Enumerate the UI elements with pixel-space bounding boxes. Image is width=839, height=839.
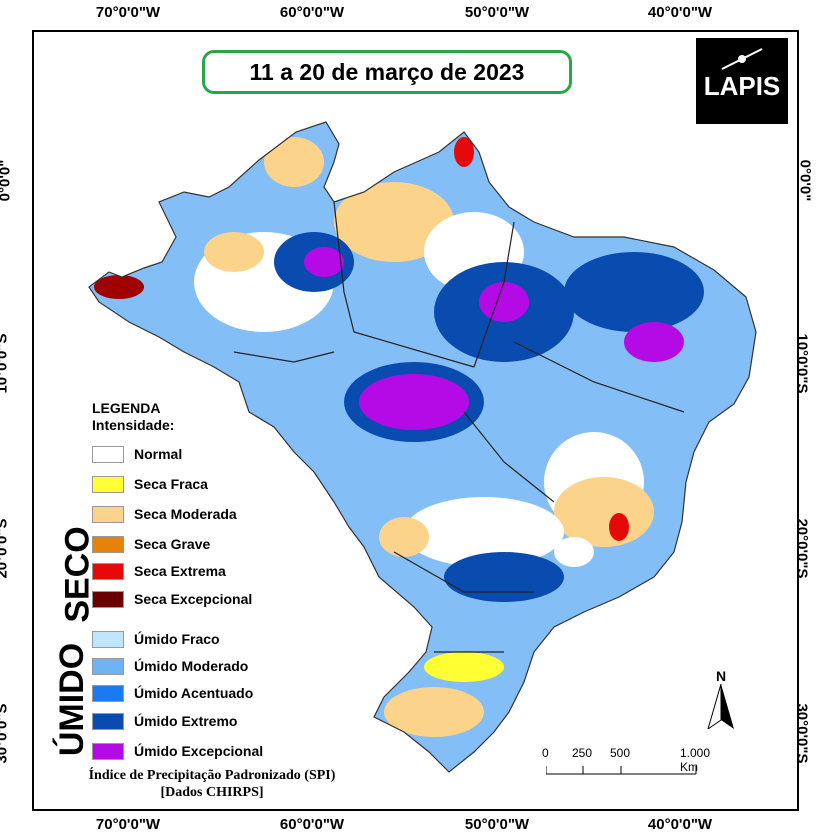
- legend-item: Úmido Excepcional: [92, 742, 263, 760]
- coord-top-70w: 70°0'0"W: [95, 4, 161, 21]
- legend-item: Normal: [92, 445, 182, 463]
- legend-item: Seca Excepcional: [92, 590, 252, 608]
- lapis-logo: LAPIS: [696, 38, 788, 124]
- legend-swatch: [92, 630, 124, 648]
- scale-label-250: 250: [572, 746, 593, 760]
- legend-item: Seca Extrema: [92, 562, 226, 580]
- legend-swatch: [92, 475, 124, 493]
- legend-item: Seca Fraca: [92, 475, 208, 493]
- legend-item: Úmido Fraco: [92, 630, 220, 648]
- legend-swatch: [92, 684, 124, 702]
- legend-swatch: [92, 505, 124, 523]
- legend-swatch: [92, 657, 124, 675]
- scale-label-0: 0: [542, 746, 549, 760]
- coord-bottom-50w: 50°0'0"W: [464, 816, 530, 833]
- legend-label: Normal: [134, 446, 183, 462]
- coord-top-40w: 40°0'0"W: [647, 4, 713, 21]
- legend-label: Úmido Fraco: [134, 631, 220, 647]
- north-arrow-icon: [707, 683, 734, 731]
- legend-swatch: [92, 445, 124, 463]
- legend-label: Úmido Extremo: [134, 713, 238, 729]
- legend-label: Úmido Excepcional: [134, 743, 264, 759]
- legend-title: LEGENDA: [92, 400, 161, 416]
- legend-item: Seca Grave: [92, 535, 210, 553]
- coord-right-30s: 30°0'0"S: [793, 703, 811, 764]
- legend-swatch: [92, 562, 124, 580]
- coord-bottom-60w: 60°0'0"W: [279, 816, 345, 833]
- legend-heading: LEGENDA Intensidade:: [92, 400, 174, 434]
- coord-bottom-40w: 40°0'0"W: [647, 816, 713, 833]
- legend-item: Úmido Acentuado: [92, 684, 253, 702]
- legend-item: Úmido Extremo: [92, 712, 237, 730]
- coord-left-30s: 30°0'0"S: [0, 703, 11, 764]
- umido-label: ÚMIDO: [53, 642, 92, 757]
- north-arrow: N: [706, 668, 736, 734]
- legend-swatch: [92, 712, 124, 730]
- satellite-icon: [721, 48, 763, 70]
- legend-label: Seca Moderada: [134, 506, 237, 522]
- scale-label-1000: 1.000 Km: [680, 746, 711, 774]
- legend-label: Seca Grave: [134, 536, 211, 552]
- coord-top-50w: 50°0'0"W: [464, 4, 530, 21]
- legend-label: Seca Fraca: [134, 476, 208, 492]
- scale-bar: 0 250 500 1.000 Km: [540, 746, 710, 776]
- spi-line1: Índice de Precipitação Padronizado (SPI): [88, 768, 336, 783]
- coord-right-10s: 10°0'0"S: [793, 333, 811, 394]
- legend-item: Seca Moderada: [92, 505, 237, 523]
- map-title: 11 a 20 de março de 2023: [202, 50, 572, 94]
- brazil-map: [88, 121, 757, 773]
- spi-caption: Índice de Precipitação Padronizado (SPI)…: [58, 767, 366, 801]
- coord-left-10s: 10°0'0"S: [0, 333, 11, 394]
- north-label: N: [715, 668, 727, 684]
- spi-line2: [Dados CHIRPS]: [160, 785, 264, 800]
- legend-item: Úmido Moderado: [92, 657, 248, 675]
- legend-label: Úmido Acentuado: [134, 685, 254, 701]
- legend-label: Seca Excepcional: [134, 591, 253, 607]
- scale-ticks: [546, 766, 697, 775]
- scale-label-500: 500: [610, 746, 631, 760]
- legend-label: Seca Extrema: [134, 563, 226, 579]
- legend-swatch: [92, 535, 124, 553]
- coord-left-20s: 20°0'0"S: [0, 518, 11, 579]
- legend-label: Úmido Moderado: [134, 658, 249, 674]
- logo-text: LAPIS: [703, 71, 781, 101]
- coord-right-0: 0°0'0": [796, 159, 814, 202]
- map-frame: [32, 30, 799, 811]
- legend-subtitle: Intensidade:: [92, 417, 175, 433]
- legend-swatch: [92, 590, 124, 608]
- coord-top-60w: 60°0'0"W: [279, 4, 345, 21]
- coord-left-0: 0°0'0": [0, 159, 14, 202]
- coord-right-20s: 20°0'0"S: [793, 518, 811, 579]
- legend-swatch: [92, 742, 124, 760]
- coord-bottom-70w: 70°0'0"W: [95, 816, 161, 833]
